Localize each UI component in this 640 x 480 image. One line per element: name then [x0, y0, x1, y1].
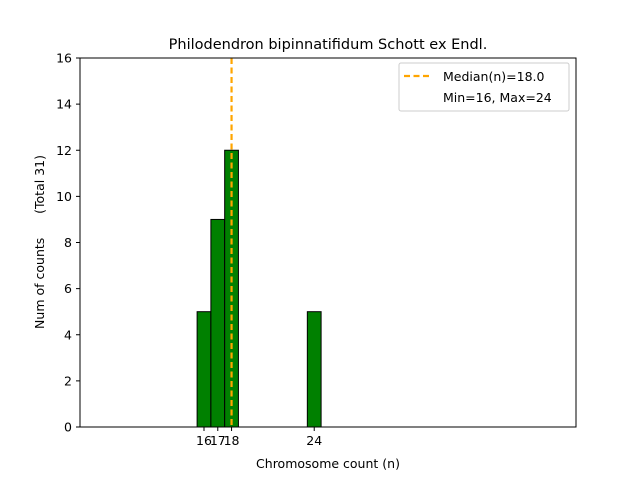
y-tick-label-16: 16: [56, 51, 72, 66]
bar-24: [306, 311, 322, 428]
y-tick-label-10: 10: [56, 189, 72, 204]
x-tick-label-18: 18: [224, 433, 240, 448]
y-axis-label: Num of counts (Total 31): [32, 155, 47, 329]
bars: [196, 149, 363, 428]
bar-17: [210, 218, 226, 428]
x-axis-label: Chromosome count (n): [256, 456, 400, 471]
legend-entry-median: Median(n)=18.0: [443, 69, 544, 84]
y-tick-label-2: 2: [64, 373, 72, 388]
y-tick-label-14: 14: [56, 97, 72, 112]
y-tick-label-6: 6: [64, 281, 72, 296]
legend: Median(n)=18.0 Min=16, Max=24: [398, 62, 570, 112]
bar-16: [196, 311, 212, 428]
y-tick-label-4: 4: [64, 327, 72, 342]
x-tick-label-17: 17: [210, 433, 226, 448]
chart-title: Philodendron bipinnatifidum Schott ex En…: [169, 37, 488, 53]
y-tick-label-0: 0: [64, 420, 72, 435]
x-tick-label-16: 16: [196, 433, 212, 448]
legend-box: [398, 62, 570, 112]
x-tick-label-24: 24: [306, 433, 322, 448]
y-axis-ticks: 0 2 4 6 8 10 12 14 16: [56, 51, 80, 435]
y-tick-label-8: 8: [64, 235, 72, 250]
plot-frame: [79, 57, 577, 428]
y-tick-label-12: 12: [56, 143, 72, 158]
legend-entry-min-max: Min=16, Max=24: [443, 90, 552, 105]
